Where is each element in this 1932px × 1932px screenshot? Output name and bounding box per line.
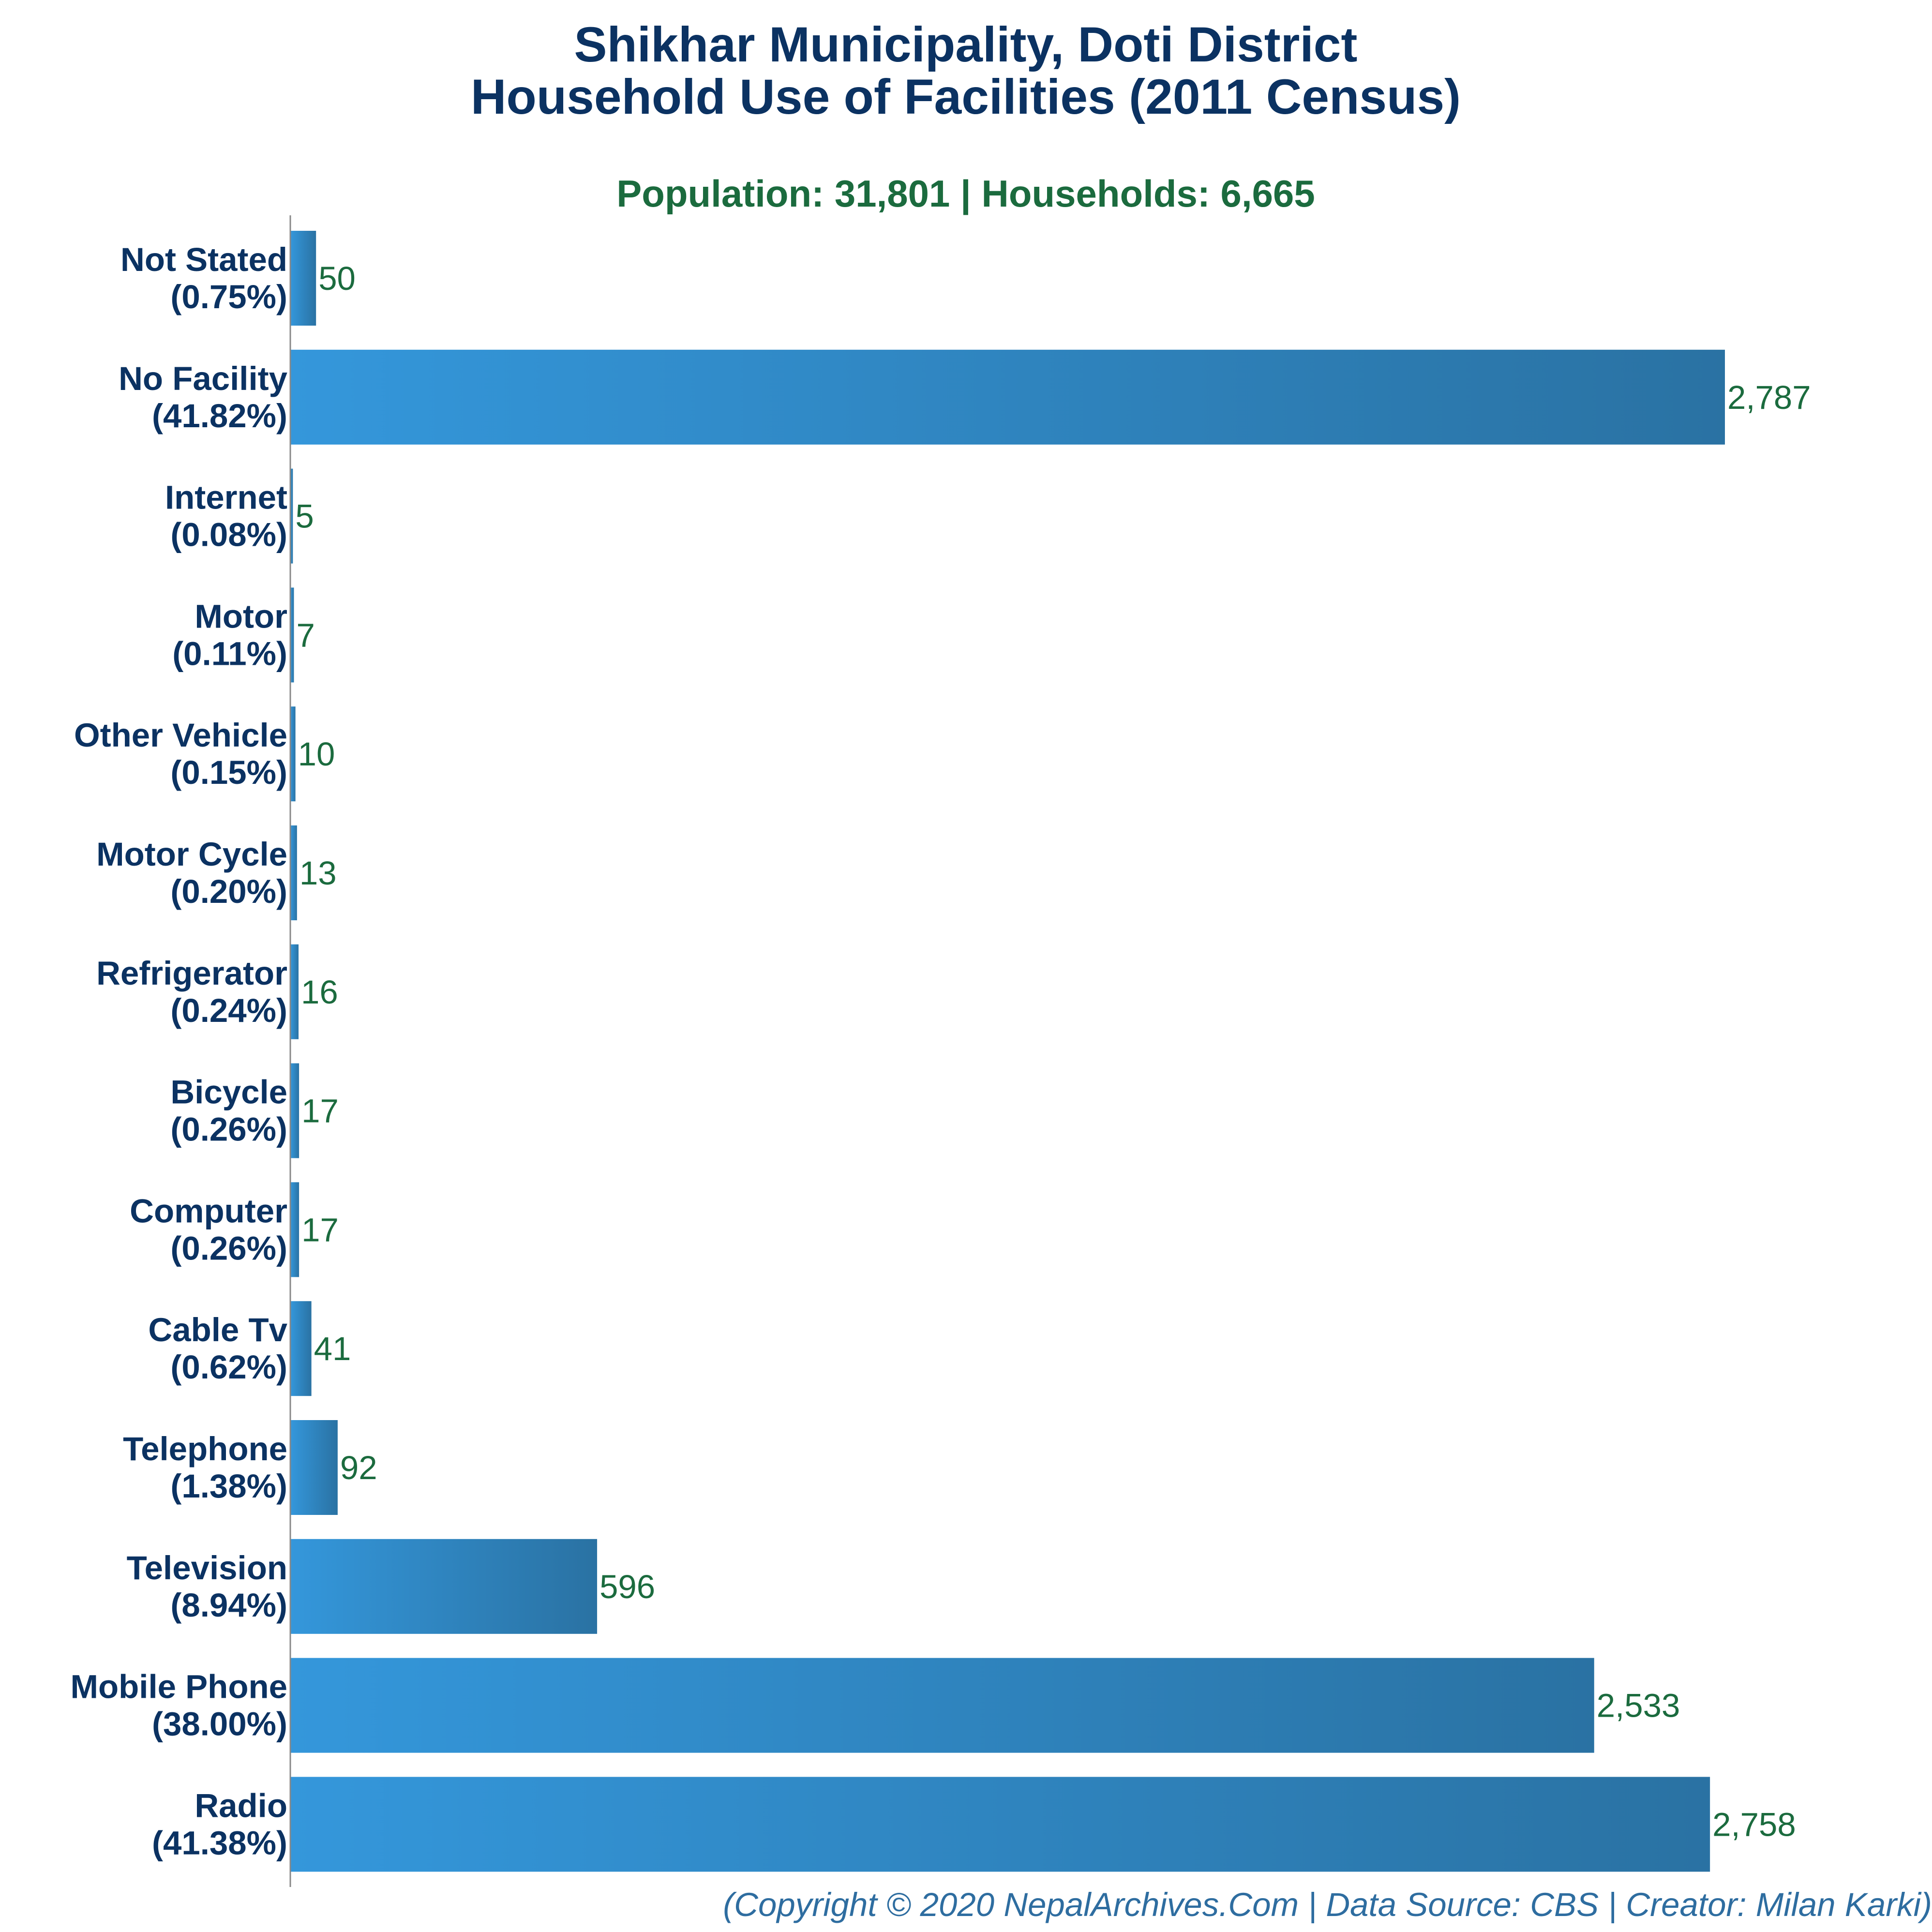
category-label-motor-cycle: Motor Cycle	[96, 836, 287, 873]
percent-label-not-stated: (0.75%)	[170, 278, 287, 315]
category-label-bicycle: Bicycle	[170, 1074, 287, 1111]
bar-cable-tv	[290, 1301, 312, 1396]
category-label-computer: Computer	[130, 1192, 287, 1229]
category-label-telephone: Telephone	[123, 1430, 287, 1468]
value-label-other-vehicle: 10	[298, 735, 335, 773]
chart-subtitle: Population: 31,801 | Households: 6,665	[616, 172, 1315, 215]
bar-other-vehicle	[290, 706, 296, 802]
value-label-motor-cycle: 13	[300, 854, 337, 892]
bar-television	[290, 1539, 598, 1634]
value-label-refrigerator: 16	[301, 973, 338, 1011]
bar-radio	[290, 1777, 1710, 1872]
bar-no-facility	[290, 349, 1725, 445]
bar-motor	[290, 587, 294, 683]
percent-label-telephone: (1.38%)	[170, 1468, 287, 1505]
percent-label-internet: (0.08%)	[170, 516, 287, 554]
category-label-cable-tv: Cable Tv	[148, 1311, 287, 1348]
category-label-mobile-phone: Mobile Phone	[71, 1668, 288, 1706]
category-labels: Not Stated(0.75%) No Facility(41.82%) Inte…	[71, 241, 288, 1861]
percent-label-mobile-phone: (38.00%)	[152, 1706, 287, 1743]
percent-label-refrigerator: (0.24%)	[170, 992, 287, 1029]
percent-label-motor: (0.11%)	[172, 635, 287, 672]
bar-not-stated	[290, 231, 316, 326]
value-label-radio: 2,758	[1712, 1806, 1796, 1843]
chart-title-line-1: Shikhar Municipality, Doti District	[574, 17, 1357, 72]
percent-label-motor-cycle: (0.20%)	[170, 873, 287, 910]
value-label-telephone: 92	[340, 1449, 377, 1486]
percent-label-computer: (0.26%)	[170, 1229, 287, 1267]
bar-internet	[290, 468, 293, 564]
category-label-radio: Radio	[195, 1787, 287, 1824]
bar-refrigerator	[290, 944, 299, 1039]
bar-mobile-phone	[290, 1658, 1594, 1753]
category-label-internet: Internet	[165, 479, 287, 516]
percent-label-other-vehicle: (0.15%)	[170, 754, 287, 791]
percent-label-cable-tv: (0.62%)	[170, 1348, 287, 1386]
value-label-computer: 17	[301, 1211, 339, 1248]
value-label-internet: 5	[295, 498, 314, 535]
percent-label-television: (8.94%)	[170, 1587, 287, 1624]
value-label-television: 596	[599, 1568, 655, 1605]
category-label-other-vehicle: Other Vehicle	[74, 717, 287, 754]
value-label-cable-tv: 41	[314, 1330, 351, 1367]
percent-label-bicycle: (0.26%)	[170, 1111, 287, 1148]
chart-title-line-2: Household Use of Facilities (2011 Census…	[471, 69, 1461, 124]
category-label-motor: Motor	[195, 598, 287, 635]
bar-telephone	[290, 1420, 338, 1515]
footer-credit: (Copyright © 2020 NepalArchives.Com | Da…	[723, 1886, 1932, 1923]
value-label-motor: 7	[296, 616, 315, 654]
percent-label-no-facility: (41.82%)	[152, 397, 287, 434]
value-label-bicycle: 17	[301, 1093, 339, 1130]
category-label-no-facility: No Facility	[119, 360, 287, 397]
bar-bicycle	[290, 1063, 300, 1158]
value-label-no-facility: 2,787	[1727, 379, 1811, 416]
bar-motor-cycle	[290, 825, 297, 920]
bars-layer	[290, 231, 1725, 1872]
category-label-not-stated: Not Stated	[120, 241, 287, 278]
category-label-refrigerator: Refrigerator	[96, 955, 287, 992]
value-label-mobile-phone: 2,533	[1597, 1687, 1680, 1724]
bar-computer	[290, 1182, 300, 1277]
value-label-not-stated: 50	[318, 260, 356, 297]
category-label-television: Television	[127, 1549, 287, 1587]
percent-label-radio: (41.38%)	[152, 1824, 287, 1861]
value-labels: 50 2,787 5 7 10 13 16 17 17 41 92 596 2,533 2,758	[295, 260, 1811, 1843]
